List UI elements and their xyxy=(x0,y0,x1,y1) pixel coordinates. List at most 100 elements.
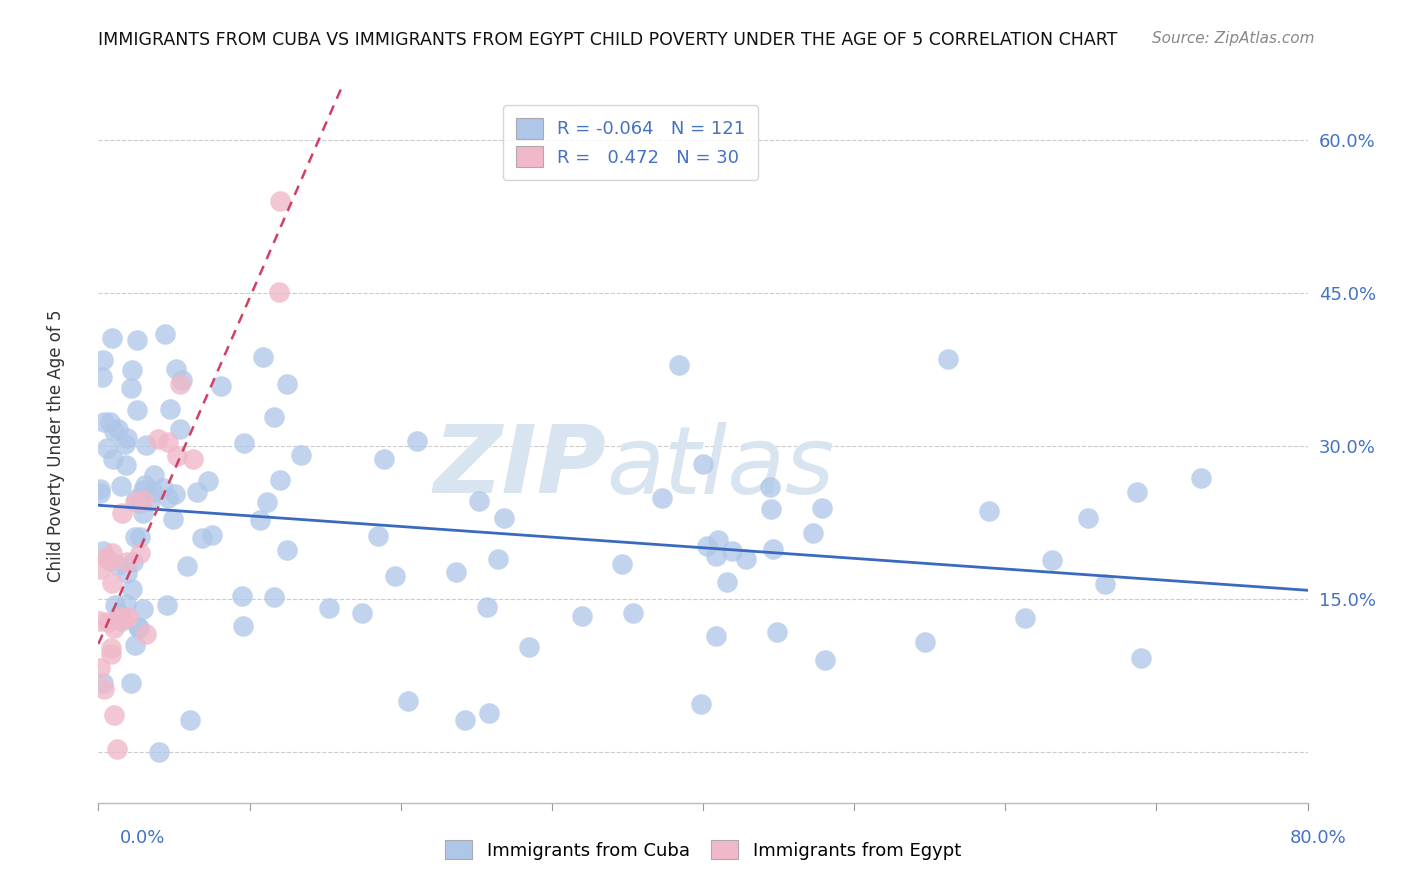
Point xyxy=(91,544,114,558)
Point xyxy=(758,480,780,494)
Point xyxy=(263,591,285,605)
Point xyxy=(127,620,149,634)
Point xyxy=(478,706,501,720)
Point xyxy=(468,494,491,508)
Point xyxy=(269,285,291,300)
Point xyxy=(91,353,114,368)
Point xyxy=(249,513,271,527)
Point xyxy=(135,627,157,641)
Point xyxy=(367,529,389,543)
Point xyxy=(814,653,837,667)
Point xyxy=(1189,470,1212,484)
Point xyxy=(131,492,153,507)
Point xyxy=(276,377,298,392)
Point xyxy=(103,621,125,635)
Point xyxy=(269,194,291,209)
Point xyxy=(232,619,254,633)
Point xyxy=(110,614,132,628)
Point xyxy=(120,381,142,395)
Point xyxy=(396,694,419,708)
Point xyxy=(94,551,117,566)
Text: ZIP: ZIP xyxy=(433,421,606,514)
Point xyxy=(115,431,138,445)
Point xyxy=(89,486,111,500)
Point xyxy=(117,566,139,581)
Point xyxy=(352,606,374,620)
Point xyxy=(621,606,644,620)
Legend: Immigrants from Cuba, Immigrants from Egypt: Immigrants from Cuba, Immigrants from Eg… xyxy=(437,833,969,867)
Point xyxy=(108,610,131,624)
Point xyxy=(89,661,111,675)
Point xyxy=(125,403,148,417)
Point xyxy=(165,362,187,376)
Point xyxy=(129,530,152,544)
Point xyxy=(716,574,738,589)
Point xyxy=(690,697,713,711)
Point xyxy=(148,745,170,759)
Point xyxy=(571,609,593,624)
Point xyxy=(290,448,312,462)
Point xyxy=(125,333,148,347)
Point xyxy=(444,566,467,580)
Point xyxy=(692,457,714,471)
Point xyxy=(132,506,155,520)
Point xyxy=(707,533,730,548)
Point xyxy=(89,482,111,496)
Point xyxy=(103,708,125,723)
Point xyxy=(129,496,152,510)
Point xyxy=(384,569,406,583)
Point xyxy=(117,609,139,624)
Point xyxy=(112,612,135,626)
Point xyxy=(124,638,146,652)
Point xyxy=(651,491,673,505)
Point xyxy=(256,495,278,509)
Point xyxy=(454,713,477,727)
Point xyxy=(735,552,758,566)
Point xyxy=(115,458,138,472)
Point xyxy=(759,502,782,516)
Point xyxy=(209,379,232,393)
Point xyxy=(190,531,212,545)
Point xyxy=(201,528,224,542)
Point xyxy=(101,452,124,467)
Point xyxy=(142,485,165,500)
Point xyxy=(1094,577,1116,591)
Point xyxy=(169,422,191,436)
Text: atlas: atlas xyxy=(606,422,835,513)
Point xyxy=(91,676,114,690)
Point xyxy=(103,424,125,438)
Point xyxy=(169,376,191,391)
Point xyxy=(232,435,254,450)
Point xyxy=(276,542,298,557)
Point xyxy=(93,681,115,696)
Point xyxy=(104,598,127,612)
Point xyxy=(156,598,179,612)
Point xyxy=(89,614,111,628)
Point xyxy=(1014,611,1036,625)
Point xyxy=(93,416,115,430)
Point xyxy=(477,599,499,614)
Point xyxy=(176,559,198,574)
Point xyxy=(486,552,509,566)
Point xyxy=(132,602,155,616)
Point xyxy=(269,473,291,487)
Point xyxy=(129,546,152,560)
Point xyxy=(97,615,120,630)
Point xyxy=(124,491,146,506)
Point xyxy=(107,422,129,436)
Point xyxy=(156,491,179,505)
Point xyxy=(704,629,727,643)
Point xyxy=(96,441,118,455)
Point xyxy=(100,416,122,430)
Point xyxy=(101,331,124,345)
Point xyxy=(152,481,174,495)
Point xyxy=(100,575,122,590)
Point xyxy=(405,434,427,448)
Point xyxy=(128,621,150,635)
Point xyxy=(105,558,128,572)
Point xyxy=(181,451,204,466)
Point xyxy=(762,541,785,556)
Point xyxy=(186,484,208,499)
Text: 80.0%: 80.0% xyxy=(1291,829,1347,847)
Point xyxy=(146,432,169,446)
